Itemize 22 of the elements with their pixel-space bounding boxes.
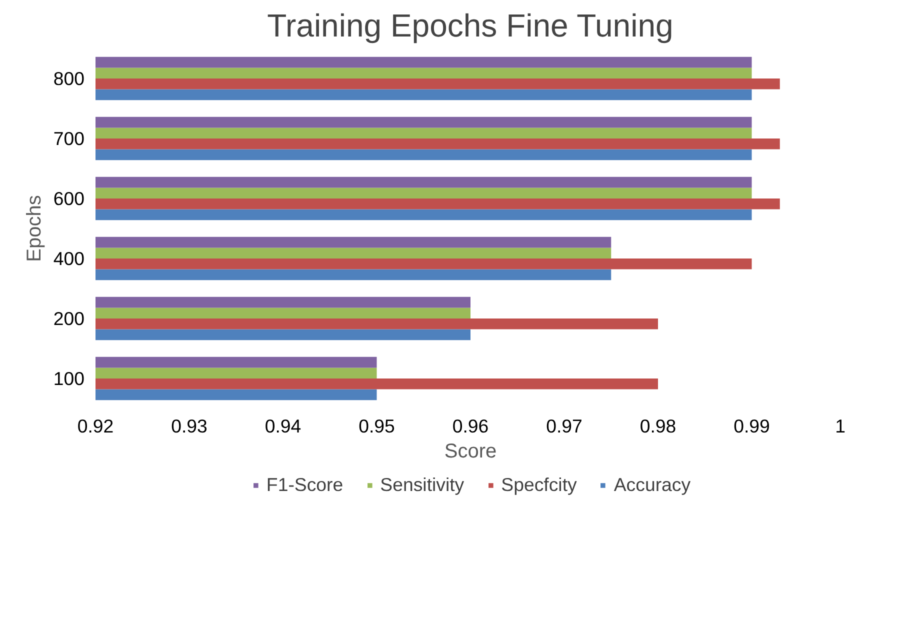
chart-title: Training Epochs Fine Tuning: [267, 8, 674, 44]
x-tick-label: 0.99: [734, 416, 770, 436]
y-tick-label: 200: [53, 308, 85, 329]
y-tick-label: 100: [53, 368, 85, 389]
legend-label: Specfcity: [501, 474, 577, 496]
x-tick-label: 0.93: [171, 416, 208, 436]
legend-label: F1-Score: [266, 474, 344, 496]
y-tick-label: 400: [53, 248, 85, 269]
legend-label: Accuracy: [614, 474, 691, 496]
x-tick-label: 0.98: [640, 416, 676, 436]
y-tick-label: 800: [53, 68, 85, 89]
x-tick-label: 0.92: [77, 416, 114, 436]
legend-label: Sensitivity: [380, 474, 464, 496]
y-axis-title: Epochs: [23, 195, 46, 262]
y-tick-label: 600: [53, 188, 85, 209]
x-tick-label: 1: [835, 416, 846, 436]
x-axis-title: Score: [444, 440, 497, 462]
y-tick-label: 700: [53, 128, 85, 149]
x-tick-label: 0.94: [264, 416, 302, 436]
x-tick-label: 0.97: [546, 416, 582, 436]
x-tick-label: 0.95: [358, 416, 395, 436]
x-tick-label: 0.96: [452, 416, 489, 436]
